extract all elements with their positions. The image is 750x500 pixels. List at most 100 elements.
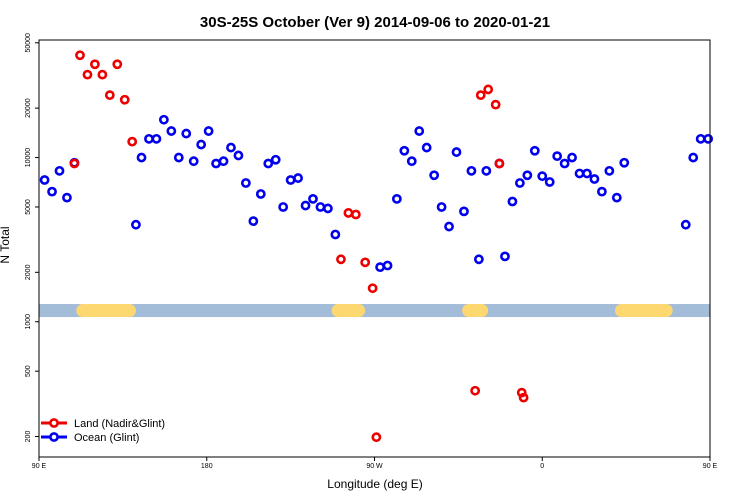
ocean-point [293, 173, 303, 183]
x-tick-label: 90 E [32, 463, 47, 470]
land-segment-3 [614, 304, 673, 318]
ocean-point [589, 174, 600, 184]
y-tick-label: 20000 [25, 98, 32, 118]
y-tick-label: 1000 [25, 314, 32, 330]
ocean-point [181, 128, 192, 139]
ocean-point [240, 178, 251, 188]
land-point [119, 94, 130, 105]
land-point [518, 392, 529, 403]
land-point [475, 90, 486, 101]
ocean-point [136, 152, 147, 163]
land-point [104, 90, 115, 101]
ocean-point [248, 216, 259, 227]
legend-marker-0 [49, 418, 59, 428]
land-point [90, 59, 100, 70]
x-tick-label: 90 W [366, 463, 383, 470]
land-point [97, 69, 108, 80]
y-axis-label: N Total [0, 226, 12, 263]
ocean-point [196, 139, 207, 150]
ocean-point [574, 168, 585, 179]
land-point [75, 50, 85, 61]
y-tick-label: 10000 [25, 148, 32, 168]
legend: Land (Nadir&Glint) Ocean (Glint) [41, 418, 165, 444]
land-point [494, 158, 505, 169]
land-point [371, 432, 382, 443]
land-point [483, 84, 494, 95]
ocean-point [323, 203, 333, 214]
ocean-point [688, 152, 699, 163]
ocean-point [444, 221, 454, 232]
land-point [127, 136, 138, 147]
ocean-point [226, 142, 236, 153]
ocean-point [619, 157, 630, 168]
ocean-point [54, 165, 65, 176]
legend-label-1: Ocean (Glint) [74, 432, 139, 444]
ocean-point [559, 158, 570, 169]
ocean-point [151, 133, 162, 144]
ocean-point [144, 133, 154, 144]
ocean-point [203, 126, 214, 136]
land-segment-0 [76, 304, 136, 318]
y-tick-label: 200 [25, 431, 32, 443]
land-segment-1 [331, 304, 366, 318]
data-points [39, 50, 714, 443]
land-point [360, 257, 371, 268]
ocean-point [680, 219, 691, 230]
y-axis-ticks: 200 500 1000 2000 5000 10000 20000 50000 [25, 33, 39, 442]
y-tick-label: 5000 [25, 199, 32, 215]
ocean-point [188, 156, 199, 167]
land-point [82, 69, 93, 80]
ocean-point [582, 168, 592, 179]
ocean-point [473, 254, 484, 265]
x-tick-label: 180 [201, 463, 213, 470]
ocean-point [315, 202, 326, 212]
land-point [367, 283, 378, 294]
ocean-point [300, 200, 311, 211]
land-point [516, 387, 527, 398]
land-segment-2 [462, 304, 489, 318]
ocean-point [537, 171, 548, 182]
ocean-point [500, 251, 510, 262]
ocean-point [421, 142, 432, 153]
ocean-point [218, 156, 229, 167]
chart-title: 30S-25S October (Ver 9) 2014-09-06 to 20… [200, 14, 550, 31]
y-tick-label: 50000 [25, 33, 32, 53]
ocean-point [522, 170, 533, 181]
ocean-point [436, 202, 447, 212]
ocean-point [263, 158, 274, 169]
ocean-point [131, 219, 141, 230]
x-axis-ticks: 90 E 180 90 W 0 90 E [32, 457, 718, 470]
ocean-point [47, 186, 57, 197]
ocean-point [552, 151, 563, 162]
ocean-band [39, 304, 710, 318]
land-point [490, 99, 501, 110]
y-tick-label: 500 [25, 365, 32, 377]
ocean-point [459, 206, 469, 217]
ocean-point [451, 147, 462, 157]
ocean-point [382, 260, 393, 271]
x-tick-label: 0 [540, 463, 544, 470]
ocean-point [414, 126, 425, 136]
ocean-point [507, 196, 518, 207]
ocean-point [375, 262, 385, 273]
ocean-point [481, 165, 492, 176]
ocean-point [604, 165, 615, 176]
ocean-point [211, 158, 221, 169]
ocean-point [233, 150, 244, 161]
ocean-point [166, 126, 177, 136]
ocean-point [62, 192, 72, 203]
legend-label-0: Land (Nadir&Glint) [74, 418, 165, 430]
ocean-point [308, 193, 318, 204]
land-ocean-band [39, 304, 710, 318]
ocean-point [391, 193, 402, 204]
ocean-point [330, 229, 341, 240]
ocean-point [270, 154, 281, 165]
ocean-point [466, 165, 477, 176]
ocean-point [406, 156, 417, 167]
legend-marker-1 [49, 432, 59, 442]
ocean-point [255, 189, 266, 199]
ocean-point [611, 192, 622, 203]
ocean-point [529, 145, 540, 156]
ocean-point [285, 175, 296, 185]
